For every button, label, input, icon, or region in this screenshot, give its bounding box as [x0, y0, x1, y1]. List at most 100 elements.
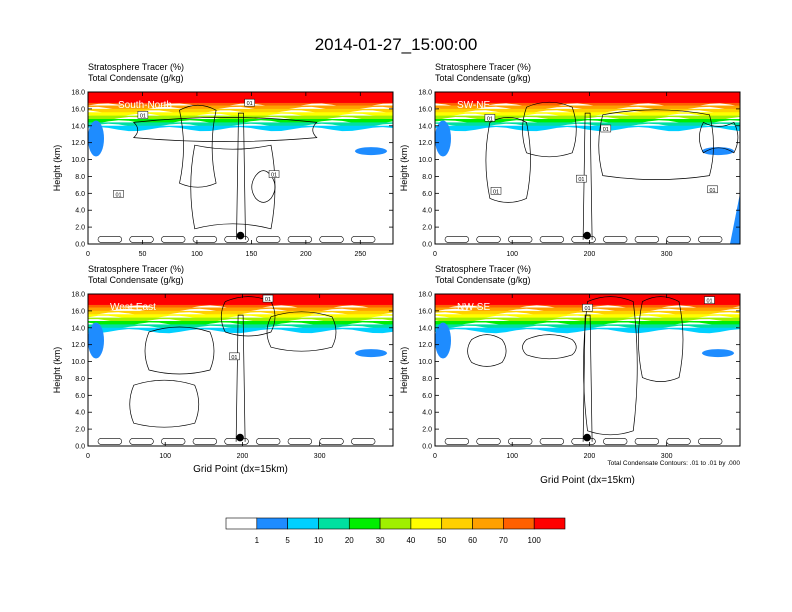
colorbar-swatch: [256, 517, 288, 530]
y-tick-label: 6.0: [75, 191, 85, 198]
tracer-blob: [435, 120, 451, 157]
tracer-band: [88, 125, 393, 132]
condensate-contour: [192, 236, 218, 243]
colorbar-swatch: [472, 517, 504, 530]
y-tick-label: 14.0: [71, 123, 85, 130]
y-tick-label: 8.0: [422, 174, 432, 181]
y-tick-label: 16.0: [418, 106, 432, 113]
condensate-contour: [224, 236, 249, 243]
tracer-band: [88, 327, 393, 334]
condensate-contour: [161, 236, 186, 243]
y-tick-label: 8.0: [75, 376, 85, 383]
colorbar-label: 10: [314, 536, 323, 545]
panel-top-right: Stratosphere Tracer (%)Total Condensate …: [399, 62, 741, 258]
y-tick-label: 4.0: [422, 410, 432, 417]
colorbar-swatch: [410, 517, 443, 530]
condensate-contour: [256, 236, 281, 243]
x-tick-label: 100: [159, 453, 171, 460]
contour-label-box: [704, 296, 715, 304]
contour-label: 01: [115, 192, 121, 198]
contour-label-box: [707, 185, 718, 194]
tracer-band-100: [435, 294, 740, 305]
condensate-contour: [666, 236, 691, 243]
panel-title-line2: Total Condensate (g/kg): [435, 275, 531, 285]
x-tick-label: 250: [354, 251, 366, 258]
contour-label: 01: [231, 355, 237, 361]
condensate-contour: [485, 117, 531, 203]
y-tick-label: 10.0: [71, 157, 85, 164]
condensate-contour: [236, 112, 246, 240]
y-tick-label: 18.0: [418, 90, 432, 97]
y-tick-label: 12.0: [418, 140, 432, 147]
section-label: West-East: [110, 302, 156, 313]
condensate-contour: [603, 438, 628, 445]
colorbar-swatch: [533, 517, 566, 530]
location-marker: [583, 231, 591, 240]
contour-label: 01: [709, 188, 715, 194]
condensate-contour: [287, 236, 313, 243]
figure-title: 2014-01-27_15:00:00: [315, 35, 478, 54]
y-tick-label: 2.0: [75, 225, 85, 232]
colorbar-label: 60: [468, 536, 477, 545]
condensate-contour: [179, 104, 217, 188]
tracer-band: [435, 314, 740, 320]
tracer-blob: [702, 349, 734, 358]
colorbar-swatch: [287, 517, 319, 530]
plot-frame: [87, 91, 394, 245]
panel-title-line1: Stratosphere Tracer (%): [435, 62, 531, 72]
tracer-blob: [355, 349, 387, 358]
panel-title-line1: Stratosphere Tracer (%): [88, 62, 184, 72]
condensate-contour: [144, 326, 215, 375]
condensate-contour: [539, 438, 565, 445]
colorbar: 1 5 10 20 30 40 50 60 70 100: [225, 517, 566, 545]
contour-label: 01: [578, 177, 584, 183]
y-tick-label: 18.0: [71, 292, 85, 299]
x-tick-label: 0: [86, 251, 90, 258]
tracer-band: [435, 122, 740, 128]
colorbar-swatch: [348, 517, 381, 530]
condensate-contour: [583, 296, 638, 436]
condensate-contour: [351, 438, 376, 445]
condensate-contour: [161, 438, 186, 445]
y-tick-label: 14.0: [418, 123, 432, 130]
condensate-contour: [508, 438, 533, 445]
tracer-band-100: [435, 92, 740, 103]
contour-label-box: [582, 303, 593, 312]
colorbar-label: 20: [345, 536, 354, 545]
y-tick-label: 14.0: [418, 325, 432, 332]
y-tick-label: 6.0: [75, 393, 85, 400]
colorbar-label: 30: [376, 536, 385, 545]
colorbar-swatch: [441, 517, 473, 530]
condensate-contour: [634, 236, 660, 243]
condensate-contour: [522, 334, 577, 360]
condensate-contour: [287, 438, 313, 445]
x-tick-label: 0: [86, 453, 90, 460]
condensate-contour: [256, 438, 281, 445]
panel-title-line1: Stratosphere Tracer (%): [88, 264, 184, 274]
plot-frame: [87, 293, 394, 447]
y-tick-label: 12.0: [418, 342, 432, 349]
contour-label: 01: [584, 306, 590, 312]
tracer-blob: [88, 120, 104, 157]
section-label: NW-SE: [457, 302, 490, 313]
plot-frame: [434, 293, 741, 447]
contour-label: 01: [706, 299, 712, 305]
y-tick-label: 16.0: [418, 308, 432, 315]
condensate-contour: [476, 236, 501, 243]
condensate-contour: [598, 109, 714, 180]
condensate-contour: [129, 236, 154, 243]
y-tick-label: 10.0: [418, 157, 432, 164]
contour-label: 01: [247, 101, 253, 107]
tracer-band-100: [88, 92, 393, 103]
y-tick-label: 4.0: [75, 208, 85, 215]
contour-label-box: [137, 111, 149, 119]
condensate-contour: [444, 236, 470, 243]
y-axis-label: Height (km): [399, 347, 409, 394]
panel-bottom-left: Stratosphere Tracer (%)Total Condensate …: [52, 264, 394, 475]
x-tick-label: 100: [506, 453, 518, 460]
contour-label: 01: [271, 173, 277, 179]
tracer-band: [88, 122, 393, 128]
y-tick-label: 16.0: [71, 106, 85, 113]
condensate-contour: [97, 236, 123, 243]
colorbar-swatch: [503, 517, 535, 530]
